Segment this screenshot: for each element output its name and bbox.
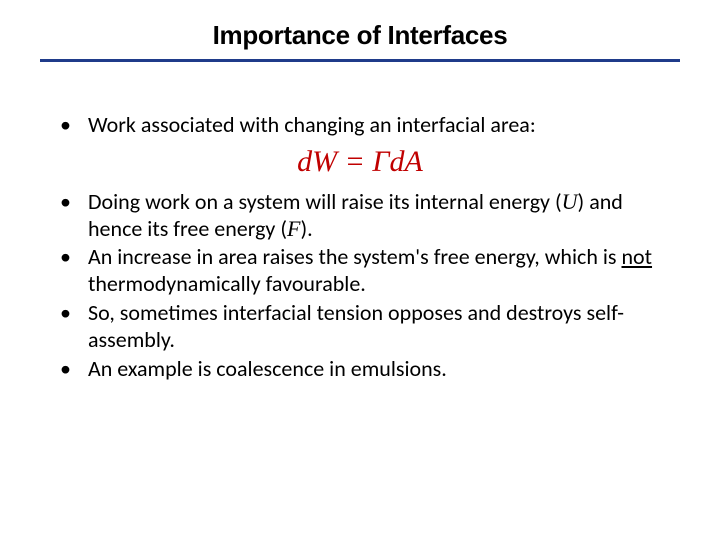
bullet-list-2: Doing work on a system will raise its in… <box>40 189 680 383</box>
bullet-2: Doing work on a system will raise its in… <box>60 189 680 243</box>
bullet-list: Work associated with changing an interfa… <box>40 112 680 139</box>
bullet-1: Work associated with changing an interfa… <box>60 112 680 139</box>
slide-title: Importance of Interfaces <box>40 20 680 51</box>
bullet-5: An example is coalescence in emulsions. <box>60 356 680 383</box>
bullet-3: An increase in area raises the system's … <box>60 244 680 298</box>
equation: dW = ΓdA <box>40 145 680 179</box>
title-container: Importance of Interfaces <box>40 20 680 51</box>
bullet-4: So, sometimes interfacial tension oppose… <box>60 300 680 354</box>
title-underline <box>40 59 680 62</box>
